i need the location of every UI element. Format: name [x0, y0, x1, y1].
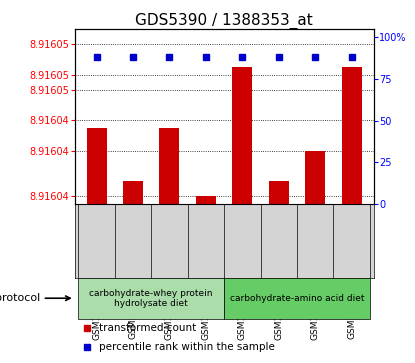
- Bar: [305, 151, 325, 204]
- Bar: [78, 278, 224, 319]
- Bar: [196, 196, 216, 204]
- Bar: [87, 128, 107, 204]
- Bar: [232, 67, 252, 204]
- Bar: [269, 181, 289, 204]
- Bar: [159, 128, 179, 204]
- Text: carbohydrate-amino acid diet: carbohydrate-amino acid diet: [230, 294, 364, 303]
- Text: protocol: protocol: [0, 293, 70, 303]
- Title: GDS5390 / 1388353_at: GDS5390 / 1388353_at: [135, 13, 313, 29]
- Text: carbohydrate-whey protein
hydrolysate diet: carbohydrate-whey protein hydrolysate di…: [90, 289, 213, 308]
- Bar: [342, 67, 361, 204]
- Bar: [123, 181, 143, 204]
- Text: percentile rank within the sample: percentile rank within the sample: [99, 342, 274, 351]
- Text: transformed count: transformed count: [99, 323, 196, 333]
- Bar: [224, 278, 370, 319]
